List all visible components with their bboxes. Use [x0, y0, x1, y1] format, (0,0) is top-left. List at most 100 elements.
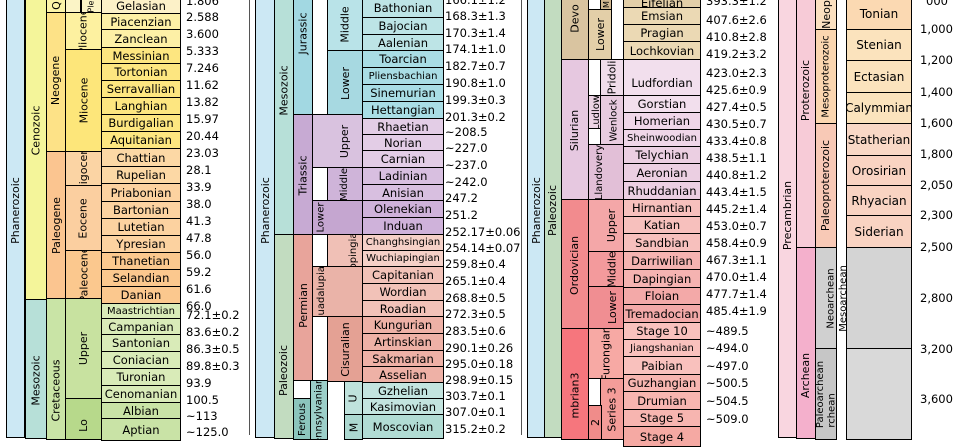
age-value: 477.7±1.4	[706, 287, 767, 301]
age-value: ~208.5	[445, 125, 488, 139]
age-value: 467.3±1.1	[706, 253, 767, 267]
stage-label: Albian	[123, 403, 159, 418]
age-value: 1,000	[920, 22, 953, 36]
stage-label: Bathonian	[373, 1, 433, 15]
age-value: 295.0±0.18	[445, 357, 514, 371]
age-value: 15.97	[186, 112, 219, 126]
age-value: 407.6±2.6	[706, 13, 767, 27]
stage-label: Drumian	[637, 393, 687, 408]
stage-label: Emsian	[641, 9, 683, 23]
age-value: 443.4±1.5	[706, 185, 767, 199]
stage-label: Bartonian	[112, 203, 170, 217]
stage-label: Capitanian	[372, 268, 434, 282]
age-value: 86.3±0.5	[186, 342, 240, 356]
stage-label: Lutetian	[117, 220, 165, 234]
age-value: 3.600	[186, 27, 219, 41]
stage-label: Bajocian	[378, 19, 428, 33]
stage-label: Danian	[120, 288, 162, 302]
age-value: 41.3	[186, 214, 212, 228]
age-value: ~489.5	[706, 324, 749, 338]
age-value: 2,300	[920, 208, 953, 222]
stage-label: Gorstian	[637, 97, 687, 111]
period-silurian-cell	[561, 59, 589, 200]
age-value: 182.7±0.7	[445, 59, 506, 73]
stage-label: Moscovian	[372, 419, 434, 434]
stage-label: Roadian	[379, 301, 427, 316]
age-value: 307.0±0.1	[445, 405, 506, 419]
stage-label: Piacenzian	[110, 14, 172, 29]
stage-label: Turonian	[116, 370, 166, 384]
stage-label: Hettangian	[371, 103, 435, 117]
stage-label: Langhian	[114, 99, 168, 113]
age-value: 72.1±0.2	[186, 308, 240, 322]
age-value: 1,200	[920, 53, 953, 67]
stage-label: Gzhelian	[377, 383, 429, 398]
epoch-ord-upper-cell	[588, 199, 624, 252]
age-value: 252.17±0.06	[445, 225, 521, 239]
stage-label: Wordian	[379, 285, 427, 299]
age-value: 47.8	[186, 231, 212, 245]
age-value: 168.3±1.3	[445, 9, 506, 23]
age-value: 268.8±0.5	[445, 291, 506, 305]
age-value: 7.246	[186, 61, 219, 75]
age-value: 470.0±1.4	[706, 270, 767, 284]
stage-label: Sinemurian	[370, 86, 436, 100]
age-value: ~242.0	[445, 175, 488, 189]
age-value: 254.14±0.07	[445, 241, 521, 255]
stage-label: Induan	[383, 219, 423, 233]
stage-label: Olenekian	[374, 202, 432, 216]
age-value: 59.2	[186, 265, 212, 279]
age-value: 3,600	[920, 392, 953, 406]
stage-label: Eifelian	[640, 0, 684, 8]
stage-label: Selandian	[112, 271, 170, 285]
age-value: 393.3±1.2	[706, 0, 767, 8]
age-value: 5.333	[186, 44, 219, 58]
age-value: 430.5±0.7	[706, 117, 767, 131]
stage-label: Sheinwoodian	[627, 132, 697, 144]
period-label: Rhyacian	[851, 193, 907, 208]
age-value: 83.6±0.2	[186, 325, 240, 339]
period-label: Statherian	[847, 132, 911, 147]
stage-label: Darriwilian	[631, 253, 693, 268]
age-value: 23.03	[186, 146, 219, 160]
age-value: 13.82	[186, 95, 219, 109]
epoch-paleocene-cell	[65, 250, 102, 299]
age-value: 11.62	[186, 78, 219, 92]
eon-precambrian-label: Precambrian	[781, 180, 795, 250]
stage-label: Serravallian	[106, 82, 176, 96]
stage-label: Santonian	[112, 336, 170, 350]
stage-label: Aquitanian	[110, 133, 172, 147]
period-label: Stenian	[856, 38, 902, 52]
period-label: Calymmian	[846, 101, 912, 115]
stage-label: Katian	[643, 218, 681, 232]
era-mesoproterozoic-label: Mesoproterozoic	[820, 35, 832, 118]
age-value: 190.8±1.0	[445, 76, 506, 90]
stage-label: Rhaetian	[377, 119, 429, 134]
stage-label: Toarcian	[379, 52, 427, 66]
age-value: ~237.0	[445, 158, 488, 172]
period-label: Ectasian	[853, 69, 905, 84]
eon-proterozoic-label: Proterozoic	[799, 59, 813, 121]
panel-divider-2	[521, 0, 522, 435]
age-value: ~504.5	[706, 394, 749, 408]
age-value: 166.1±1.2	[445, 0, 506, 7]
age-value: 000	[926, 0, 948, 8]
age-value: 170.3±1.4	[445, 26, 506, 40]
age-value: 38.0	[186, 197, 212, 211]
age-value: 61.6	[186, 282, 212, 296]
stage-label: Hirnantian	[631, 201, 693, 215]
age-value: 1.806	[186, 0, 219, 8]
stage-label: Thanetian	[112, 254, 170, 268]
stage-label: Rhuddanian	[627, 183, 697, 198]
age-value: 438.5±1.1	[706, 151, 767, 165]
epoch-dev-lower-cell	[588, 9, 612, 60]
age-value: 199.3±0.3	[445, 93, 506, 107]
epoch-eocene-cell	[65, 185, 102, 251]
stage-label: Kasimovian	[369, 399, 437, 414]
stage-label: Campanian	[108, 319, 174, 334]
age-value: 259.8±0.4	[445, 257, 506, 271]
age-value: 427.4±0.5	[706, 100, 767, 114]
age-value: 56.0	[186, 248, 212, 262]
age-value: 265.1±0.4	[445, 274, 506, 288]
stage-label: Stage 5	[639, 411, 685, 425]
